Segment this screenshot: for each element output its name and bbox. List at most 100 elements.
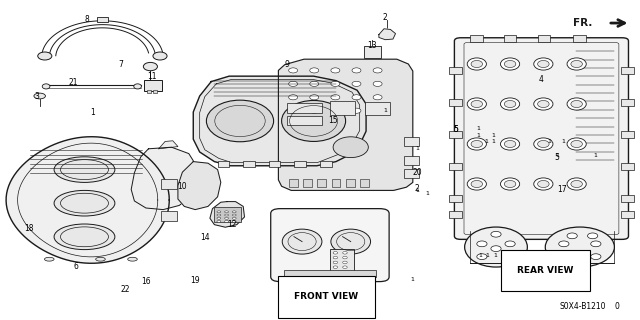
Bar	[404, 169, 419, 178]
Polygon shape	[131, 147, 195, 210]
Bar	[330, 249, 354, 273]
Text: 17: 17	[557, 185, 567, 194]
Polygon shape	[379, 29, 396, 40]
Ellipse shape	[352, 95, 361, 100]
Bar	[147, 90, 151, 93]
Ellipse shape	[567, 138, 586, 150]
Ellipse shape	[54, 224, 115, 250]
Text: 14: 14	[200, 233, 210, 242]
Ellipse shape	[282, 229, 322, 254]
Ellipse shape	[96, 257, 105, 261]
Ellipse shape	[534, 98, 553, 110]
Text: 1: 1	[90, 108, 95, 116]
Text: FR.: FR.	[573, 18, 592, 28]
Ellipse shape	[343, 252, 348, 254]
Ellipse shape	[559, 241, 569, 247]
Text: 1: 1	[548, 253, 552, 258]
Ellipse shape	[217, 217, 221, 219]
Ellipse shape	[504, 60, 516, 68]
Text: 1: 1	[491, 132, 495, 138]
Ellipse shape	[505, 254, 515, 260]
Ellipse shape	[217, 211, 221, 213]
Ellipse shape	[500, 178, 520, 190]
Ellipse shape	[232, 211, 236, 213]
Ellipse shape	[538, 60, 549, 68]
Bar	[320, 161, 332, 167]
Text: 1: 1	[415, 188, 419, 193]
Text: 1: 1	[351, 276, 355, 282]
Text: 5: 5	[453, 125, 458, 134]
Bar	[269, 161, 280, 167]
Polygon shape	[193, 76, 366, 166]
Ellipse shape	[225, 211, 228, 213]
Bar	[144, 80, 162, 91]
Bar	[621, 131, 634, 138]
Ellipse shape	[500, 98, 520, 110]
Polygon shape	[6, 137, 169, 263]
Bar	[161, 211, 177, 221]
Text: 1: 1	[561, 139, 565, 144]
Polygon shape	[210, 202, 244, 227]
Ellipse shape	[153, 52, 167, 60]
Ellipse shape	[282, 100, 346, 141]
Text: 18: 18	[24, 224, 33, 233]
Polygon shape	[278, 59, 413, 190]
Ellipse shape	[352, 108, 361, 113]
Text: 5: 5	[554, 153, 559, 162]
Ellipse shape	[567, 58, 586, 70]
Bar	[330, 101, 355, 115]
Text: 1: 1	[547, 139, 551, 144]
Text: 12: 12	[227, 220, 236, 229]
Text: 1: 1	[426, 191, 429, 196]
Ellipse shape	[134, 84, 141, 89]
Ellipse shape	[465, 227, 527, 267]
Ellipse shape	[225, 217, 228, 219]
Text: 22: 22	[121, 285, 130, 294]
Ellipse shape	[500, 58, 520, 70]
Text: 9: 9	[284, 60, 289, 68]
Bar	[218, 161, 229, 167]
Ellipse shape	[571, 180, 582, 188]
Ellipse shape	[373, 95, 382, 100]
Polygon shape	[178, 162, 221, 210]
Ellipse shape	[373, 108, 382, 113]
Text: 11: 11	[147, 72, 156, 81]
Text: 1: 1	[555, 153, 559, 158]
Text: 21: 21	[69, 78, 78, 87]
Ellipse shape	[331, 81, 340, 86]
Ellipse shape	[331, 68, 340, 73]
Bar	[449, 67, 462, 74]
Ellipse shape	[567, 98, 586, 110]
Ellipse shape	[591, 254, 601, 260]
Bar	[97, 17, 108, 22]
Ellipse shape	[217, 214, 221, 216]
Ellipse shape	[467, 98, 486, 110]
Text: 1: 1	[415, 146, 419, 151]
Ellipse shape	[538, 140, 549, 148]
Ellipse shape	[504, 100, 516, 108]
Ellipse shape	[232, 220, 236, 222]
Ellipse shape	[310, 95, 319, 100]
Ellipse shape	[477, 241, 487, 247]
Ellipse shape	[504, 180, 516, 188]
Bar	[364, 46, 381, 58]
Text: 2: 2	[415, 184, 420, 193]
Bar	[449, 99, 462, 106]
Ellipse shape	[331, 108, 340, 113]
Bar	[303, 179, 312, 187]
Text: 8: 8	[84, 15, 90, 24]
Ellipse shape	[310, 108, 319, 113]
Ellipse shape	[310, 81, 319, 86]
Text: 1: 1	[501, 253, 505, 258]
Ellipse shape	[545, 227, 614, 267]
Bar	[317, 179, 326, 187]
Text: REAR VIEW: REAR VIEW	[517, 266, 573, 275]
Bar	[573, 35, 586, 42]
Bar	[470, 35, 483, 42]
Bar	[621, 99, 634, 106]
Text: 5: 5	[453, 125, 458, 134]
Bar	[404, 137, 419, 146]
Bar	[360, 179, 369, 187]
Ellipse shape	[34, 93, 45, 99]
Text: 20: 20	[412, 168, 422, 177]
